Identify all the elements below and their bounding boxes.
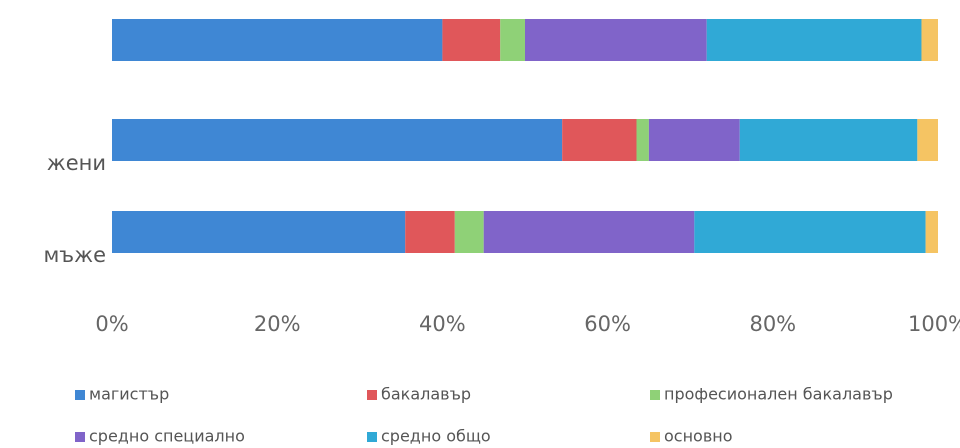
legend-swatch: [650, 390, 660, 400]
x-tick-label: 80%: [749, 312, 796, 336]
legend-swatch: [367, 390, 377, 400]
bar-segment: [706, 19, 922, 61]
bar-segment: [562, 119, 637, 161]
category-label: мъже: [43, 243, 106, 267]
legend-label: магистър: [89, 385, 169, 404]
bar-segment: [739, 119, 918, 161]
bar-segment: [405, 211, 455, 253]
x-tick-label: 40%: [419, 312, 466, 336]
x-tick-label: 20%: [254, 312, 301, 336]
category-label: жени: [47, 151, 106, 175]
legend-swatch: [367, 432, 377, 442]
legend-swatch: [75, 432, 85, 442]
bar-segment: [636, 119, 649, 161]
bar-segment: [917, 119, 938, 161]
x-tick-label: 0%: [95, 312, 128, 336]
bar-segment: [500, 19, 525, 61]
legend-swatch: [75, 390, 85, 400]
legend-label: средно общо: [381, 427, 491, 446]
x-tick-label: 60%: [584, 312, 631, 336]
legend-label: професионален бакалавър: [664, 385, 893, 404]
legend-label: средно специално: [89, 427, 245, 446]
bar-segment: [925, 211, 938, 253]
x-tick-label: 100%: [908, 312, 960, 336]
legend-swatch: [650, 432, 660, 442]
bar-segment: [483, 211, 695, 253]
bar-segment: [442, 19, 501, 61]
bar-segment: [454, 211, 484, 253]
bar-segment: [112, 119, 563, 161]
bar-segment: [648, 119, 740, 161]
legend-label: бакалавър: [381, 385, 471, 404]
bar-segment: [525, 19, 707, 61]
bar-segment: [112, 211, 406, 253]
bar-segment: [921, 19, 938, 61]
legend-label: основно: [664, 427, 733, 446]
bar-segment: [112, 19, 443, 61]
bar-segment: [694, 211, 926, 253]
